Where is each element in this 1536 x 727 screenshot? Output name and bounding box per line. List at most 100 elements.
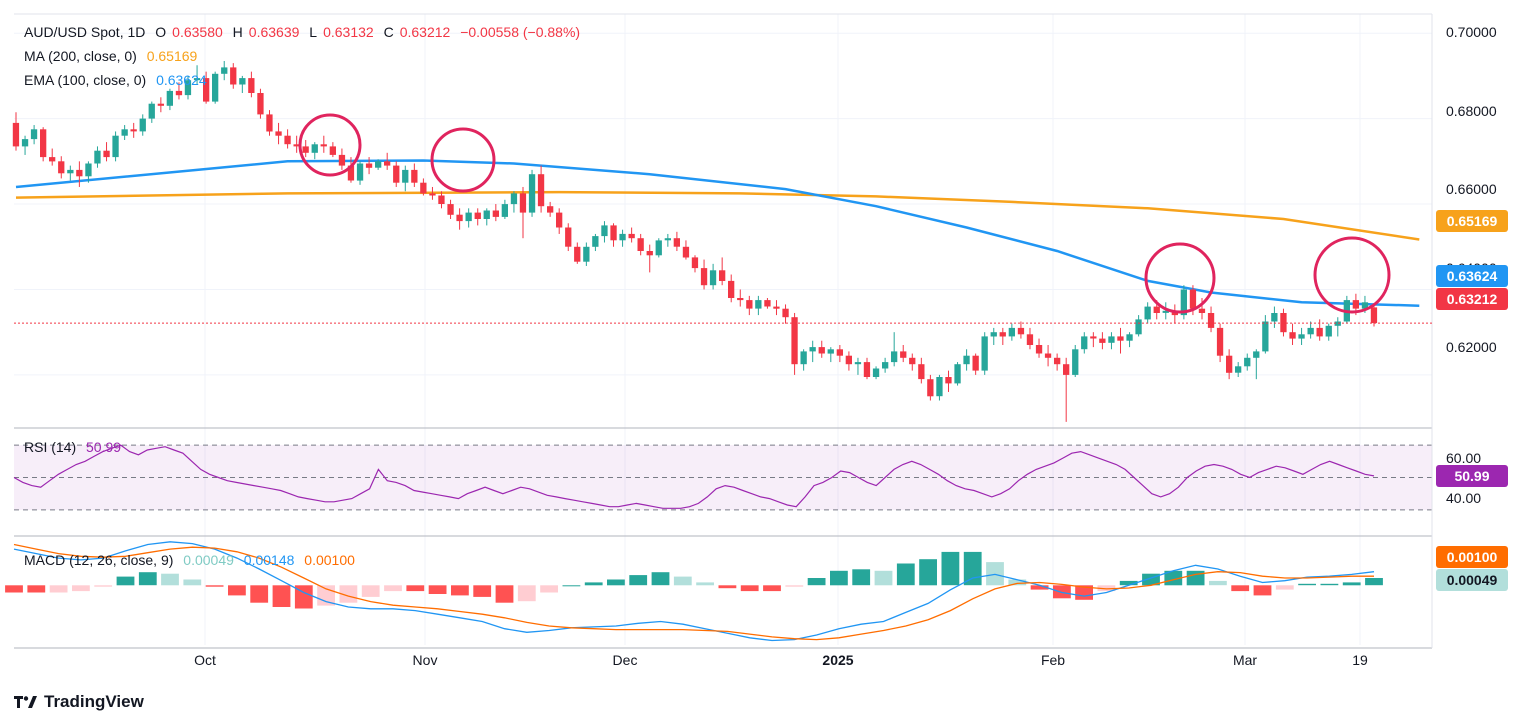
candle-body [67,169,74,174]
macd-histogram-bar [116,576,135,586]
candle-body [130,129,137,132]
candle-body [248,78,255,93]
macd-histogram-bar [718,585,737,589]
tradingview-logo[interactable]: TradingView [14,692,144,712]
macd-histogram-bar [651,572,670,586]
x-axis-label: Dec [612,652,638,668]
macd-histogram-bar [138,572,157,586]
candle-body [565,227,572,247]
candle-body [30,129,38,140]
candle-body [1352,300,1359,309]
macd-histogram-bar [228,585,246,596]
candle-body [709,270,717,286]
highlight-circles [298,113,1391,314]
candle-body [1035,345,1043,354]
macd-histogram-bar [1008,579,1027,586]
candle-body [583,246,590,262]
candle-body [465,212,472,222]
candle-body [637,238,644,251]
candle-body [1253,351,1260,358]
candle-body [384,161,391,166]
candle-body [375,161,382,168]
candle-body [311,144,318,153]
macd-histogram-bar [1075,585,1093,600]
macd-histogram-bar [1365,578,1383,586]
macd-line-value: 0.00148 [243,552,295,568]
macd-line [13,541,1375,642]
rsi-value-tag: 50.99 [1436,465,1508,487]
pane-frame [14,13,1433,649]
close-value: 0.63212 [399,24,451,40]
candle-body [1054,357,1061,365]
ma-legend: MA (200, close, 0) 0.65169 [24,48,203,64]
candle-body [1289,332,1296,339]
ma-label: MA (200, close, 0) [24,48,137,64]
candle-body [58,161,65,174]
macd-hist-value: 0.00049 [183,552,234,568]
candle-body [610,225,617,241]
x-axis-label: Feb [1040,652,1066,668]
ma-value: 0.65169 [146,48,198,64]
candle-body [818,347,825,354]
low-value: 0.63132 [323,24,374,40]
candle-body [999,332,1006,337]
macd-histogram-bar [272,585,291,607]
candle-body [981,336,988,371]
candle-body [755,300,762,309]
price-legend: AUD/USD Spot, 1D O 0.63580 H 0.63639 L 0.63… [24,24,586,40]
macd-histogram-bar [986,562,1004,586]
candle-body [184,80,192,96]
ma-price-tag: 0.65169 [1436,210,1508,232]
candle-body [646,251,653,256]
candle-body [1235,366,1242,373]
macd-histogram-bar [473,585,492,597]
macd-histogram-bar [607,579,625,586]
macd-histogram-bar [1186,570,1205,586]
candle-body [175,90,183,96]
candle-body [556,212,563,228]
change-value: −0.00558 (−0.88%) [460,24,581,40]
candle-body [990,332,997,337]
macd-histogram-bar [896,563,915,586]
candle-body [1090,336,1097,339]
candle-body [936,377,943,397]
low-label: L [309,24,318,40]
macd-legend: MACD (12, 26, close, 9) 0.00049 0.00148 … [24,552,361,568]
macd-histogram-bar [428,585,447,594]
highlight-circle [430,127,496,193]
candle-body [700,268,708,286]
candle-body [212,73,219,102]
ema100-line [15,159,1420,307]
candle-body [347,165,355,181]
candle-body [193,78,201,81]
candle-body [230,67,237,85]
tradingview-logo-icon [14,696,37,708]
candle-body [655,240,662,256]
candle-body [293,144,300,147]
macd-histogram-bar [451,585,469,596]
x-axis-label: Nov [412,652,438,668]
candle-body [1198,308,1206,313]
candle-body [782,308,789,318]
ma200-line [15,190,1420,241]
candle-body [909,357,916,365]
candle-body [203,78,210,102]
macd-histogram-bar [562,585,581,587]
macd-histogram-bar [1275,585,1294,590]
candle-body [284,135,291,145]
candle-body [420,182,427,194]
candle-body [854,362,862,365]
candle-body [954,364,961,384]
candle-body [157,103,164,106]
macd-histogram-bar [1342,582,1361,586]
candle-body [12,122,20,147]
x-axis-label: 19 [1352,652,1368,668]
macd-signal-tag: 0.00100 [1436,546,1508,568]
candle-body [1180,289,1187,316]
candle-body [872,368,880,377]
macd-histogram-bar [72,585,90,592]
macd-label: MACD (12, 26, close, 9) [24,552,174,568]
candle-body [1262,321,1269,352]
candle-body [746,300,753,309]
